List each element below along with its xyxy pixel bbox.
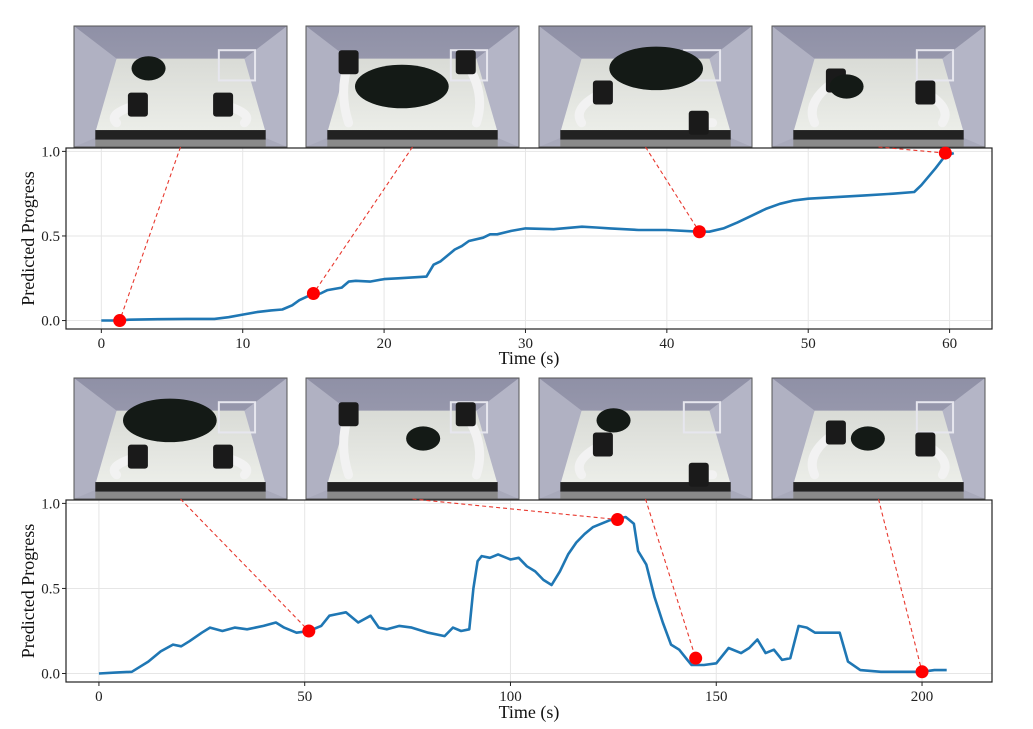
basket — [915, 49, 955, 82]
cloth — [406, 426, 441, 451]
cloth — [596, 408, 631, 433]
x-tick-label: 200 — [911, 689, 934, 705]
gripper-left — [338, 402, 359, 427]
rail-base — [95, 139, 266, 147]
y-tick-label: 0.0 — [41, 314, 60, 330]
gripper-left — [592, 80, 613, 105]
gripper-left — [127, 92, 148, 117]
rail-base — [95, 491, 266, 499]
connector-line — [180, 498, 310, 632]
connector-line — [645, 146, 700, 233]
thumbnail-image — [73, 377, 288, 500]
highlight-marker — [610, 513, 624, 527]
basket — [915, 401, 955, 434]
rail-base — [327, 491, 498, 499]
thumbnail-image — [538, 377, 753, 500]
basket — [217, 401, 257, 434]
y-tick-label: 1.0 — [41, 144, 60, 160]
highlight-marker — [938, 146, 952, 160]
basket — [449, 401, 489, 434]
plot-area — [66, 500, 992, 682]
front-rail — [793, 482, 964, 492]
y-tick-label: 0.5 — [41, 229, 60, 245]
cloth — [122, 398, 217, 443]
rail-base — [793, 139, 964, 147]
x-tick-label: 10 — [235, 336, 250, 352]
front-rail — [95, 130, 266, 140]
x-tick-label: 20 — [377, 336, 392, 352]
front-rail — [95, 482, 266, 492]
front-rail — [327, 130, 498, 140]
x-tick-label: 50 — [297, 689, 312, 705]
gripper-right — [455, 50, 476, 75]
gripper-right — [455, 402, 476, 427]
plot-frame — [65, 147, 993, 330]
connector-line — [312, 146, 413, 294]
thumbnail-image — [771, 25, 986, 148]
thumbnail-image — [771, 377, 986, 500]
basket — [217, 49, 257, 82]
x-tick-label: 150 — [705, 689, 728, 705]
x-tick-label: 30 — [518, 336, 533, 352]
gripper-left — [825, 420, 846, 445]
connector-line — [877, 498, 923, 672]
cloth — [354, 64, 449, 109]
basket — [682, 401, 722, 434]
y-axis-label: Predicted Progress — [18, 524, 38, 658]
gripper-left — [338, 50, 359, 75]
gripper-right — [213, 92, 234, 117]
series-line — [101, 151, 955, 322]
thumbnail-image — [305, 377, 520, 500]
highlight-marker — [915, 665, 929, 679]
cloth — [850, 426, 885, 451]
x-tick-label: 0 — [98, 336, 106, 352]
chart-panel: 0 50 100 150 200 0.0 0.5 1.0 Time (s) Predicted P… — [18, 377, 993, 723]
highlight-marker — [689, 651, 703, 665]
y-tick-label: 1.0 — [41, 496, 60, 512]
highlight-marker — [113, 314, 127, 328]
x-tick-label: 50 — [801, 336, 816, 352]
x-tick-label: 100 — [499, 689, 522, 705]
gripper-left — [127, 444, 148, 469]
basket — [449, 49, 489, 82]
y-tick-label: 0.5 — [41, 581, 60, 597]
gripper-right — [915, 432, 936, 457]
y-tick-label: 0.0 — [41, 666, 60, 682]
x-tick-label: 60 — [942, 336, 957, 352]
rail-base — [327, 139, 498, 147]
connector-line — [119, 146, 182, 321]
cloth — [131, 56, 166, 81]
gripper-right — [915, 80, 936, 105]
rail-base — [793, 491, 964, 499]
plot-area — [66, 148, 992, 329]
front-rail — [560, 130, 731, 140]
gripper-right — [688, 110, 709, 135]
x-axis-label: Time (s) — [499, 348, 560, 369]
connector-line — [412, 498, 618, 521]
front-rail — [560, 482, 731, 492]
front-rail — [327, 482, 498, 492]
thumbnail-image — [73, 25, 288, 148]
thumbnail-image — [538, 25, 753, 148]
y-axis-label: Predicted Progress — [18, 171, 38, 305]
x-tick-label: 40 — [659, 336, 674, 352]
highlight-marker — [692, 225, 706, 239]
highlight-marker — [302, 624, 316, 638]
highlight-marker — [306, 286, 320, 300]
gripper-left — [592, 432, 613, 457]
x-tick-label: 0 — [95, 689, 103, 705]
plot-frame — [65, 499, 993, 683]
series-line — [98, 515, 947, 675]
cloth — [609, 46, 704, 91]
cloth — [829, 74, 864, 99]
gripper-right — [688, 462, 709, 487]
rail-base — [560, 139, 731, 147]
x-axis-label: Time (s) — [499, 702, 560, 723]
front-rail — [793, 130, 964, 140]
thumbnail-image — [305, 25, 520, 148]
chart-panel: 0 10 20 30 40 50 60 0.0 0.5 1.0 Time (s) Predicted … — [18, 25, 993, 369]
rail-base — [560, 491, 731, 499]
gripper-right — [213, 444, 234, 469]
